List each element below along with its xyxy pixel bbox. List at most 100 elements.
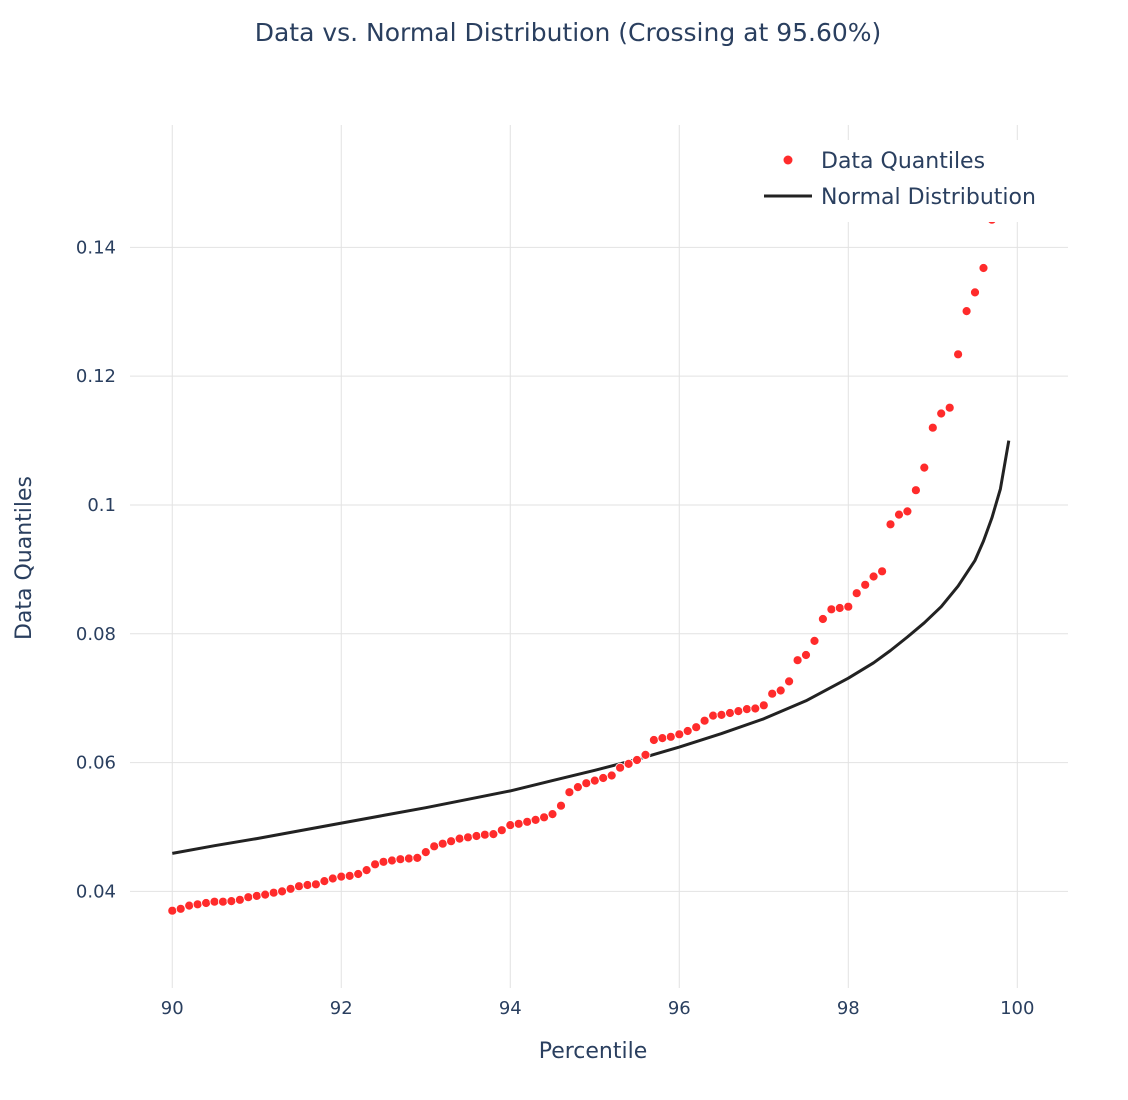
data-point [479, 829, 490, 840]
x-tick-label: 98 [837, 998, 860, 1019]
normal-distribution-series [172, 440, 1011, 855]
y-tick-label: 0.14 [76, 237, 116, 258]
data-point [606, 770, 617, 781]
data-point [302, 880, 313, 890]
data-point [902, 506, 913, 517]
data-point [733, 706, 744, 716]
gridlines [130, 125, 1068, 988]
data-point [767, 688, 778, 699]
data-point [260, 889, 271, 900]
data-point [708, 710, 718, 721]
legend-data-marker [783, 155, 793, 165]
data-point [353, 869, 364, 879]
data-point [784, 676, 794, 687]
data-point [725, 708, 735, 718]
data-point [344, 871, 355, 881]
data-point [885, 519, 896, 530]
data-point [251, 891, 262, 901]
data-point [615, 762, 625, 773]
data-point [665, 731, 676, 742]
data-point [513, 818, 524, 829]
data-point [463, 832, 473, 843]
data-point [412, 853, 423, 863]
data-point [818, 614, 828, 624]
data-point [505, 820, 516, 830]
data-point [919, 462, 930, 473]
x-axis-title: Percentile [539, 1039, 648, 1064]
data-point [649, 735, 659, 745]
data-point [209, 896, 220, 907]
x-tick-label: 96 [668, 998, 691, 1019]
data-point [167, 905, 178, 916]
data-point [446, 836, 457, 847]
data-point [927, 422, 938, 433]
normal-distribution-line [172, 440, 1011, 855]
chart-title: Data vs. Normal Distribution (Crossing a… [255, 18, 882, 47]
data-point [471, 831, 482, 841]
data-point [294, 881, 304, 892]
data-point [598, 773, 609, 783]
data-point [564, 787, 575, 798]
legend-label-normal-distribution[interactable]: Normal Distribution [821, 185, 1036, 210]
y-tick-label: 0.12 [76, 366, 116, 387]
data-point [792, 655, 803, 666]
data-point [437, 838, 448, 849]
data-point [395, 854, 406, 865]
data-quantiles-series [167, 214, 997, 916]
data-point [843, 601, 854, 612]
data-point [192, 899, 203, 910]
data-point [632, 755, 642, 765]
data-point [319, 876, 330, 886]
data-point [674, 729, 685, 740]
data-point [175, 903, 186, 914]
data-point [573, 782, 583, 792]
legend-label-data-quantiles[interactable]: Data Quantiles [821, 149, 985, 174]
data-point [184, 900, 195, 911]
x-tick-label: 100 [1000, 998, 1034, 1019]
data-point [530, 815, 541, 825]
data-point [454, 833, 465, 844]
data-point [699, 715, 710, 726]
data-point [750, 703, 761, 714]
y-tick-label: 0.06 [76, 753, 116, 774]
data-point [911, 485, 921, 496]
data-point [539, 812, 549, 823]
data-point [370, 859, 381, 870]
data-point [851, 588, 862, 599]
data-point [268, 887, 279, 898]
data-point [775, 685, 786, 696]
data-point [758, 700, 769, 711]
data-point [691, 722, 702, 733]
data-point [361, 865, 372, 875]
data-point [978, 263, 989, 273]
data-point [623, 759, 634, 769]
data-point [243, 892, 254, 903]
y-axis-title: Data Quantiles [12, 476, 37, 640]
data-point [581, 778, 592, 789]
data-point [277, 886, 288, 897]
data-point [742, 704, 752, 714]
data-point [327, 873, 338, 884]
data-point [834, 603, 845, 613]
data-point [488, 829, 499, 839]
data-point [496, 825, 507, 836]
data-point [801, 650, 811, 660]
data-point [522, 816, 533, 827]
x-tick-label: 92 [330, 998, 353, 1019]
data-point [716, 710, 727, 720]
data-point [826, 604, 837, 615]
data-point [860, 579, 871, 590]
data-point [285, 883, 296, 894]
y-tick-label: 0.04 [76, 881, 116, 902]
data-point [336, 871, 347, 882]
legend[interactable]: Data Quantiles Normal Distribution [756, 140, 1060, 222]
data-point [234, 894, 245, 905]
data-point [226, 896, 237, 906]
data-point [936, 408, 947, 419]
axis-ticks: 90 92 94 96 98 100 0.04 0.06 0.08 0.1 0.12 0.14 [76, 237, 1035, 1019]
y-tick-label: 0.08 [76, 624, 116, 645]
data-point [657, 733, 668, 743]
data-point [310, 879, 321, 890]
data-point [682, 726, 693, 736]
